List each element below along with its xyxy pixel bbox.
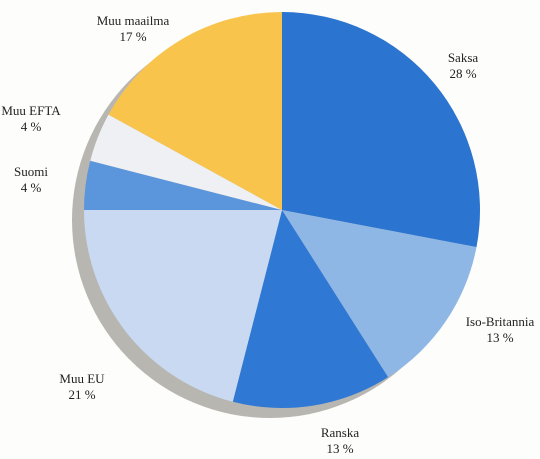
pie-slice-muu-eu xyxy=(84,210,282,402)
slice-value-label: 21 % xyxy=(68,387,95,402)
slice-label: Muu EU xyxy=(59,371,105,386)
slice-value-label: 4 % xyxy=(21,180,42,195)
pie-slice-saksa xyxy=(282,12,480,248)
pie-slice-suomi xyxy=(84,160,282,210)
slice-value-label: 17 % xyxy=(119,29,146,44)
pie-slice-muu-efta xyxy=(90,114,282,210)
slice-value-label: 4 % xyxy=(21,119,42,134)
slice-value-label: 28 % xyxy=(449,66,476,81)
slice-label: Saksa xyxy=(448,50,479,65)
slice-label: Ranska xyxy=(321,425,360,440)
pie-slice-muu-maailma xyxy=(108,12,283,210)
pie-slices xyxy=(84,12,480,409)
slice-value-label: 13 % xyxy=(326,441,353,456)
slice-value-label: 13 % xyxy=(486,330,513,345)
slice-label: Muu maailma xyxy=(97,13,170,28)
pie-slice-iso-britannia xyxy=(282,210,477,378)
slice-label: Muu EFTA xyxy=(1,103,61,118)
slice-label: Iso-Britannia xyxy=(466,314,535,329)
slice-label: Suomi xyxy=(14,164,48,179)
pie-slice-ranska xyxy=(232,210,389,409)
